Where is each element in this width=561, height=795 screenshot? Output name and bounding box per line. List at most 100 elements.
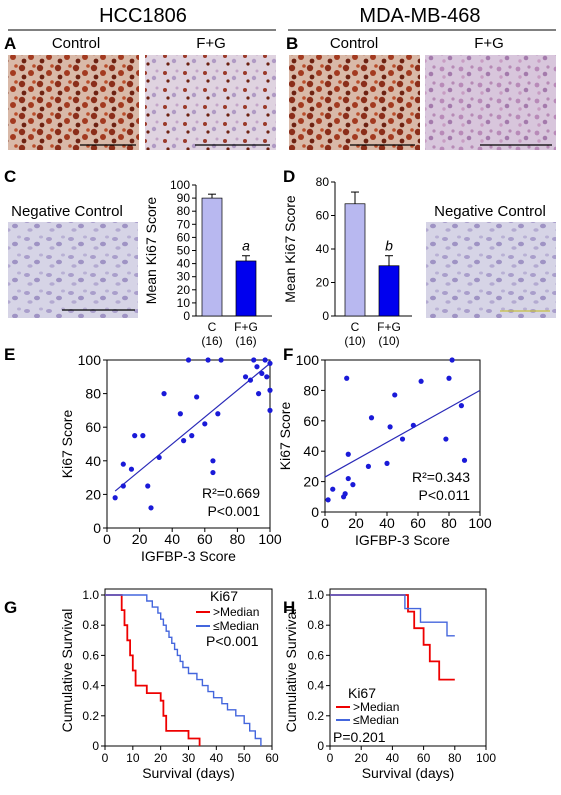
scatter-point (461, 457, 468, 463)
y-tick-label: 1.0 (307, 588, 324, 602)
y-tick-label: 20 (303, 474, 319, 490)
survival-curve (330, 594, 455, 681)
r-squared-label: R²=0.343 (412, 469, 470, 485)
panel-label-c: C (4, 167, 16, 186)
x-tick-label: 100 (468, 515, 492, 531)
y-tick-label: 0.6 (307, 648, 324, 662)
y-tick-label: 0.4 (82, 679, 99, 693)
y-tick-label: 20 (177, 283, 191, 297)
y-tick-label: 40 (177, 257, 191, 271)
scatter-point (267, 387, 273, 393)
legend-entry: >Median (353, 700, 399, 714)
micrograph-mda-fg (425, 55, 556, 150)
x-axis-label: Survival (days) (142, 765, 235, 781)
p-value-label: P<0.011 (418, 487, 470, 503)
scatter-point (365, 463, 371, 469)
x-tick-label: 20 (348, 515, 364, 531)
x-tick-label: 0 (327, 751, 334, 765)
x-tick-label: 60 (197, 531, 213, 547)
y-axis-label: Mean Ki67 Score (143, 197, 159, 305)
x-tick-label: 20 (154, 751, 168, 765)
scatter-point (242, 374, 249, 380)
scatter-point (210, 469, 216, 476)
panel-label-b: B (286, 34, 298, 53)
scatter-point (215, 411, 221, 417)
scatter-point (177, 411, 183, 417)
y-tick-label: 40 (316, 242, 330, 256)
p-value-label: P=0.201 (333, 729, 386, 745)
x-tick-label: 30 (182, 751, 196, 765)
scatter-point (325, 497, 331, 503)
y-tick-label: 0.2 (307, 709, 324, 723)
y-axis-label: Ki67 Score (59, 410, 75, 479)
panel-label-g: G (4, 598, 17, 617)
scatter-point (254, 364, 260, 370)
scatter-point (247, 377, 254, 383)
scatter-point (185, 357, 192, 363)
y-tick-label: 1.0 (82, 588, 99, 602)
x-category-count: (16) (235, 334, 256, 348)
survival-curve (105, 594, 201, 746)
y-tick-label: 10 (177, 296, 191, 310)
bar (201, 197, 223, 317)
x-category-count: (16) (201, 334, 222, 348)
scatter-point (112, 495, 118, 501)
x-tick-label: 40 (164, 531, 180, 547)
y-tick-label: 0 (322, 309, 329, 323)
scatter-point (132, 433, 138, 439)
scatter-chart-e: 0 20 40 60 80 100 0 20 40 60 80 100 R²=0.669 P<0.001 I… (59, 352, 282, 564)
x-tick-label: 60 (417, 751, 431, 765)
x-tick-label: 0 (103, 531, 111, 547)
scatter-point (251, 357, 257, 363)
x-category-label: C (351, 320, 360, 334)
x-category-count: (10) (344, 334, 365, 348)
y-axis-label: Ki67 Score (277, 402, 293, 471)
y-tick-label: 0 (93, 520, 101, 536)
y-tick-label: 40 (85, 453, 101, 469)
significance-annotation: a (242, 238, 250, 254)
y-axis-label: Cumulative Survival (59, 609, 75, 733)
y-tick-label: 70 (177, 217, 191, 231)
scatter-point (446, 375, 452, 381)
x-category-label: F+G (234, 320, 258, 334)
x-tick-label: 50 (237, 751, 251, 765)
x-tick-label: 40 (379, 515, 395, 531)
scatter-point (384, 460, 390, 466)
regression-line (114, 362, 271, 492)
scatter-point (189, 433, 195, 439)
scatter-point (267, 360, 273, 366)
x-tick-label: 20 (132, 531, 148, 547)
y-axis-label: Mean Ki67 Score (282, 195, 298, 303)
bar (344, 203, 366, 317)
panel-a-fg-label: F+G (196, 35, 226, 52)
scatter-chart-f: 0 20 40 60 80 100 0 20 40 60 80 100 R²=0.343 P<0.011 I… (277, 352, 492, 548)
y-tick-label: 0 (92, 739, 99, 753)
scatter-point (368, 415, 375, 421)
survival-curve (105, 594, 262, 746)
negative-control-label-d: Negative Control (434, 203, 546, 220)
scatter-point (181, 438, 187, 444)
scatter-point (202, 421, 208, 427)
legend-title: Ki67 (348, 685, 376, 701)
x-tick-label: 60 (265, 751, 279, 765)
scatter-point (387, 424, 393, 430)
y-tick-label: 60 (316, 209, 330, 223)
y-tick-label: 0 (311, 504, 319, 520)
scatter-point (140, 433, 146, 439)
scatter-point (218, 357, 224, 363)
x-tick-label: 20 (355, 751, 369, 765)
scatter-point (255, 391, 262, 397)
micrograph-hcc1806-control (8, 55, 139, 150)
r-squared-label: R²=0.669 (202, 485, 260, 501)
y-tick-label: 0.4 (307, 679, 324, 693)
bar-chart-c: 0102030405060708090100C(16)F+G(16)aMean … (143, 178, 272, 348)
y-tick-label: 0.8 (82, 618, 99, 632)
survival-curve (330, 594, 455, 637)
x-axis-label: IGFBP-3 Score (355, 532, 450, 548)
scatter-point (156, 454, 162, 461)
x-tick-label: 10 (126, 751, 140, 765)
scatter-point (392, 392, 398, 398)
panel-b-control-label: Control (330, 35, 378, 52)
x-tick-label: 80 (441, 515, 457, 531)
